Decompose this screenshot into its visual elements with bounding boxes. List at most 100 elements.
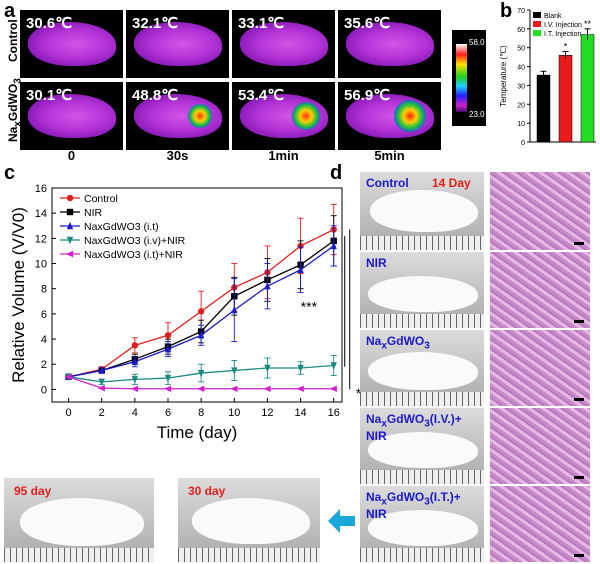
- y-axis-label: Temperature (℃): [499, 45, 508, 107]
- legend-label: NaxGdWO3 (i.v)+NIR: [84, 235, 186, 247]
- bar-2: [580, 34, 595, 143]
- y-tick-label: 60: [517, 27, 525, 34]
- y-tick-label: 70: [517, 8, 525, 15]
- legend-swatch: [533, 21, 541, 27]
- legend-label: NIR: [84, 207, 103, 219]
- histology-image: [490, 252, 590, 328]
- histology-image: [490, 172, 590, 250]
- data-point: [66, 236, 74, 245]
- data-point: [197, 331, 205, 339]
- x-tick-label: 8: [198, 407, 204, 419]
- scale-bar: [574, 398, 584, 401]
- y-tick-label: 12: [35, 233, 47, 245]
- mouse-photo: NaxGdWO3(I.T.)+ NIR: [360, 486, 484, 562]
- y-axis-label: Relative Volume (V/V0): [9, 207, 28, 383]
- thermal-image: 30.6℃: [20, 10, 123, 78]
- mouse-photo: NIR: [360, 252, 484, 328]
- scale-bar: [574, 242, 584, 245]
- data-point: [98, 366, 105, 374]
- mouse-photo-30-day: 30 day: [178, 478, 320, 562]
- x-tick-label: 4: [132, 407, 138, 419]
- time-label: 0: [67, 148, 76, 163]
- tumor-volume-line-chart: 0 2 4 6 8 10 12 14 16 0 2 4 6 8 10 12 14 16 Time (day) Rela…: [9, 183, 365, 442]
- significance-marker: *: [564, 41, 568, 51]
- thermal-temp: 35.6℃: [344, 15, 391, 32]
- day-label: 14 Day: [432, 176, 471, 190]
- group-label-it-nir: NaxGdWO3(I.T.)+ NIR: [366, 490, 461, 522]
- data-point: [231, 305, 238, 314]
- data-point: [297, 265, 304, 274]
- data-point: [131, 376, 139, 384]
- group-label-iv-nir: NaxGdWO3(I.V.)+ NIR: [366, 412, 462, 444]
- y-tick-label: 20: [517, 102, 525, 109]
- y-tick-label: 14: [35, 208, 47, 220]
- legend-label: I.T. Injection: [544, 31, 581, 38]
- data-point: [264, 281, 271, 290]
- colorbar-gradient: [456, 44, 467, 112]
- y-tick-label: 40: [517, 65, 525, 72]
- colorbar-max-label: 58.0: [469, 38, 485, 47]
- panel-letter-d: d: [330, 162, 343, 184]
- x-tick-label: 14: [294, 407, 306, 419]
- y-tick-label: 4: [41, 334, 47, 346]
- thermal-temp: 48.8℃: [132, 87, 179, 104]
- x-tick-label: 0: [66, 407, 72, 419]
- data-point: [197, 308, 205, 315]
- data-point: [329, 385, 337, 392]
- mouse-photo: NaxGdWO3: [360, 330, 484, 406]
- legend-label: Blank: [544, 13, 562, 20]
- y-tick-label: 10: [517, 121, 525, 128]
- y-tick-label: 0: [41, 384, 47, 396]
- thermal-temp: 30.6℃: [26, 15, 73, 32]
- y-tick-label: 50: [517, 46, 525, 53]
- thermal-temp: 53.4℃: [238, 87, 285, 104]
- colorbar-min-label: 23.0: [469, 110, 485, 119]
- mouse-photo-95-day: 95 day: [4, 478, 154, 562]
- y-tick-label: 30: [517, 83, 525, 90]
- group-label-control: Control: [366, 176, 409, 190]
- thermal-temp: 33.1℃: [238, 15, 285, 32]
- legend-label: I.V. Injection: [544, 22, 582, 29]
- bar-1: [558, 55, 573, 143]
- data-point: [65, 250, 74, 258]
- plot-frame: [51, 187, 343, 403]
- bar-0: [536, 74, 551, 143]
- x-tick-label: 6: [165, 407, 171, 419]
- data-point: [66, 208, 74, 216]
- legend-label: Control: [84, 193, 118, 205]
- data-point: [131, 342, 139, 349]
- thermal-image: 56.9℃: [338, 82, 441, 150]
- data-point: [164, 344, 172, 353]
- data-point: [330, 362, 337, 370]
- data-point: [163, 385, 172, 392]
- data-point: [297, 364, 304, 373]
- significance-marker: **: [584, 19, 592, 29]
- data-point: [131, 357, 139, 365]
- legend-label: NaxGdWO3 (i.t)+NIR: [84, 249, 183, 261]
- x-tick-label: 16: [328, 407, 340, 419]
- left-arrow-icon: [328, 509, 355, 533]
- thermal-temp: 32.1℃: [132, 15, 179, 32]
- thermal-temp: 30.1℃: [26, 87, 73, 104]
- thermal-image: 35.6℃: [338, 10, 441, 78]
- panel-letter-b: b: [500, 0, 513, 22]
- significance-marker: ***: [301, 298, 318, 314]
- y-tick-label: 10: [35, 259, 47, 271]
- data-point: [97, 384, 105, 392]
- thermal-image: 30.1℃: [20, 82, 123, 150]
- day-label-95: 95 day: [14, 484, 52, 498]
- panel-letter-c: c: [4, 162, 16, 184]
- data-point: [130, 385, 139, 392]
- data-point: [264, 364, 271, 373]
- group-label-nir: NIR: [366, 256, 387, 270]
- x-tick-label: 12: [261, 407, 273, 419]
- row-label-control: Control: [6, 19, 20, 62]
- data-point: [330, 241, 337, 250]
- mouse-photo: NaxGdWO3(I.V.)+ NIR: [360, 408, 484, 484]
- data-point: [164, 374, 172, 383]
- legend-swatch: [533, 30, 541, 36]
- thermal-image: 33.1℃: [232, 10, 335, 78]
- x-axis-label: Time (day): [157, 423, 238, 442]
- histology-image: [490, 486, 590, 562]
